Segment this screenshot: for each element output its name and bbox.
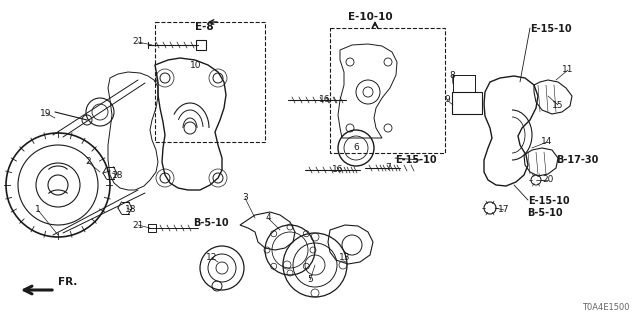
Text: FR.: FR. [58,277,77,287]
Text: B-17-30: B-17-30 [556,155,598,165]
Bar [148,224,156,232]
Text: 15: 15 [552,100,564,109]
Text: 20: 20 [542,175,554,185]
Text: B-5-10: B-5-10 [193,218,228,228]
Text: 8: 8 [449,70,455,79]
Bar [330,28,445,153]
Text: 19: 19 [40,108,52,117]
Text: 14: 14 [541,138,553,147]
Text: T0A4E1500: T0A4E1500 [582,303,630,312]
Text: 16: 16 [332,165,344,174]
Bar [196,40,206,50]
Text: 5: 5 [307,276,313,284]
Text: 10: 10 [190,60,202,69]
Text: 12: 12 [206,253,218,262]
Text: E-15-10: E-15-10 [528,196,570,206]
Text: 4: 4 [265,213,271,222]
Bar [155,22,265,142]
Text: 16: 16 [319,95,331,105]
Text: 7: 7 [385,164,391,172]
Text: 2: 2 [85,157,91,166]
Text: 1: 1 [35,205,41,214]
Text: 6: 6 [353,143,359,153]
Text: 18: 18 [125,205,137,214]
Text: B-5-10: B-5-10 [527,208,563,218]
Text: 18: 18 [112,171,124,180]
Bar [452,92,482,114]
Text: 21: 21 [132,37,144,46]
Text: 3: 3 [242,194,248,203]
Text: 21: 21 [132,220,144,229]
Text: E-15-10: E-15-10 [395,155,436,165]
Text: E-15-10: E-15-10 [530,24,572,34]
Text: 17: 17 [499,205,509,214]
Text: 11: 11 [563,66,573,75]
Text: E-8: E-8 [195,22,214,32]
Text: 13: 13 [339,253,351,262]
Text: 9: 9 [444,95,450,105]
Text: E-10-10: E-10-10 [348,12,392,22]
